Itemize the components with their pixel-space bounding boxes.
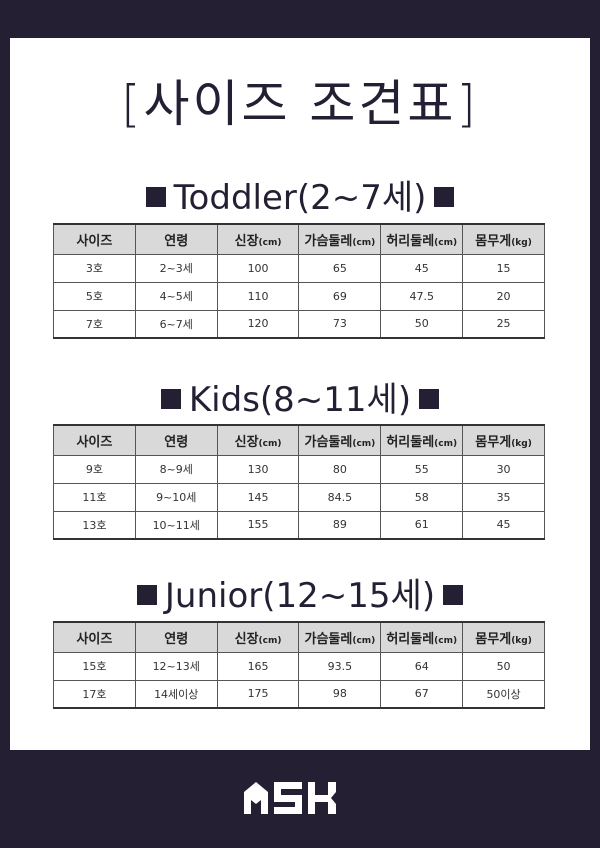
section-heading: Junior(12~15세) <box>0 568 600 617</box>
column-header: 연령 <box>134 621 218 653</box>
table-cell: 165 <box>216 652 300 681</box>
table-row: 17호 14세이상 175 98 67 50이상 <box>53 680 545 709</box>
table-cell: 55 <box>380 455 464 484</box>
table-cell: 98 <box>298 680 382 709</box>
table-cell: 130 <box>216 455 300 484</box>
column-header: 신장(cm) <box>216 223 300 255</box>
table-cell: 50 <box>462 652 545 681</box>
table-cell: 30 <box>462 455 545 484</box>
table-cell: 10~11세 <box>134 511 218 540</box>
table-cell: 120 <box>216 310 300 339</box>
table-header: 사이즈 연령 신장(cm) 가슴둘레(cm) 허리둘레(cm) 몸무게(kg) <box>53 223 545 255</box>
table-cell: 6~7세 <box>134 310 218 339</box>
table-cell: 45 <box>462 511 545 540</box>
table-cell: 67 <box>380 680 464 709</box>
table-cell: 69 <box>298 282 382 311</box>
table-cell: 25 <box>462 310 545 339</box>
table-cell: 15호 <box>53 652 136 681</box>
table-cell: 12~13세 <box>134 652 218 681</box>
table-cell: 110 <box>216 282 300 311</box>
table-cell: 15 <box>462 254 545 283</box>
table-row: 13호 10~11세 155 89 61 45 <box>53 511 545 540</box>
column-header: 사이즈 <box>53 424 136 456</box>
table-cell: 5호 <box>53 282 136 311</box>
square-bullet-icon <box>443 584 464 605</box>
size-table: 사이즈 연령 신장(cm) 가슴둘레(cm) 허리둘레(cm) 몸무게(kg) 3호 2~3세… <box>53 223 545 339</box>
column-header: 허리둘레(cm) <box>380 621 464 653</box>
column-header: 가슴둘레(cm) <box>298 424 382 456</box>
table-row: 9호 8~9세 130 80 55 30 <box>53 455 545 484</box>
square-bullet-icon <box>160 388 181 409</box>
square-bullet-icon <box>136 584 157 605</box>
table-cell: 64 <box>380 652 464 681</box>
table-cell: 73 <box>298 310 382 339</box>
column-header: 연령 <box>134 223 218 255</box>
table-cell: 35 <box>462 483 545 512</box>
table-cell: 61 <box>380 511 464 540</box>
table-cell: 65 <box>298 254 382 283</box>
column-header: 연령 <box>134 424 218 456</box>
column-header: 신장(cm) <box>216 621 300 653</box>
table-cell: 45 <box>380 254 464 283</box>
table-row: 11호 9~10세 145 84.5 58 35 <box>53 483 545 512</box>
column-header: 사이즈 <box>53 621 136 653</box>
column-header: 가슴둘레(cm) <box>298 621 382 653</box>
table-row: 5호 4~5세 110 69 47.5 20 <box>53 282 545 311</box>
table-cell: 8~9세 <box>134 455 218 484</box>
table-cell: 155 <box>216 511 300 540</box>
table-cell: 9~10세 <box>134 483 218 512</box>
table-row: 7호 6~7세 120 73 50 25 <box>53 310 545 339</box>
table-cell: 4~5세 <box>134 282 218 311</box>
table-cell: 20 <box>462 282 545 311</box>
table-cell: 14세이상 <box>134 680 218 709</box>
section-title: Junior(12~15세) <box>164 576 436 616</box>
table-cell: 84.5 <box>298 483 382 512</box>
square-bullet-icon <box>419 388 440 409</box>
page-title: [사이즈 조견표] <box>121 75 479 133</box>
table-cell: 58 <box>380 483 464 512</box>
column-header: 허리둘레(cm) <box>380 223 464 255</box>
section-heading: Kids(8~11세) <box>0 372 600 421</box>
table-cell: 80 <box>298 455 382 484</box>
section-title: Toddler(2~7세) <box>173 178 427 218</box>
table-row: 15호 12~13세 165 93.5 64 50 <box>53 652 545 681</box>
table-cell: 50이상 <box>462 680 545 709</box>
table-cell: 50 <box>380 310 464 339</box>
section-heading: Toddler(2~7세) <box>0 170 600 219</box>
table-cell: 17호 <box>53 680 136 709</box>
table-cell: 3호 <box>53 254 136 283</box>
table-cell: 7호 <box>53 310 136 339</box>
column-header: 몸무게(kg) <box>462 621 545 653</box>
table-header: 사이즈 연령 신장(cm) 가슴둘레(cm) 허리둘레(cm) 몸무게(kg) <box>53 424 545 456</box>
ask-logo <box>244 782 336 814</box>
table-cell: 9호 <box>53 455 136 484</box>
size-table: 사이즈 연령 신장(cm) 가슴둘레(cm) 허리둘레(cm) 몸무게(kg) 15호 12~… <box>53 621 545 709</box>
table-cell: 13호 <box>53 511 136 540</box>
table-cell: 89 <box>298 511 382 540</box>
square-bullet-icon <box>434 186 455 207</box>
table-cell: 145 <box>216 483 300 512</box>
table-cell: 11호 <box>53 483 136 512</box>
table-cell: 100 <box>216 254 300 283</box>
section-title: Kids(8~11세) <box>188 380 412 420</box>
column-header: 사이즈 <box>53 223 136 255</box>
column-header: 몸무게(kg) <box>462 223 545 255</box>
table-cell: 47.5 <box>380 282 464 311</box>
column-header: 허리둘레(cm) <box>380 424 464 456</box>
column-header: 몸무게(kg) <box>462 424 545 456</box>
column-header: 가슴둘레(cm) <box>298 223 382 255</box>
square-bullet-icon <box>145 186 166 207</box>
size-table: 사이즈 연령 신장(cm) 가슴둘레(cm) 허리둘레(cm) 몸무게(kg) 9호 8~9세… <box>53 424 545 540</box>
table-cell: 175 <box>216 680 300 709</box>
table-cell: 2~3세 <box>134 254 218 283</box>
table-row: 3호 2~3세 100 65 45 15 <box>53 254 545 283</box>
table-header: 사이즈 연령 신장(cm) 가슴둘레(cm) 허리둘레(cm) 몸무게(kg) <box>53 621 545 653</box>
column-header: 신장(cm) <box>216 424 300 456</box>
table-cell: 93.5 <box>298 652 382 681</box>
